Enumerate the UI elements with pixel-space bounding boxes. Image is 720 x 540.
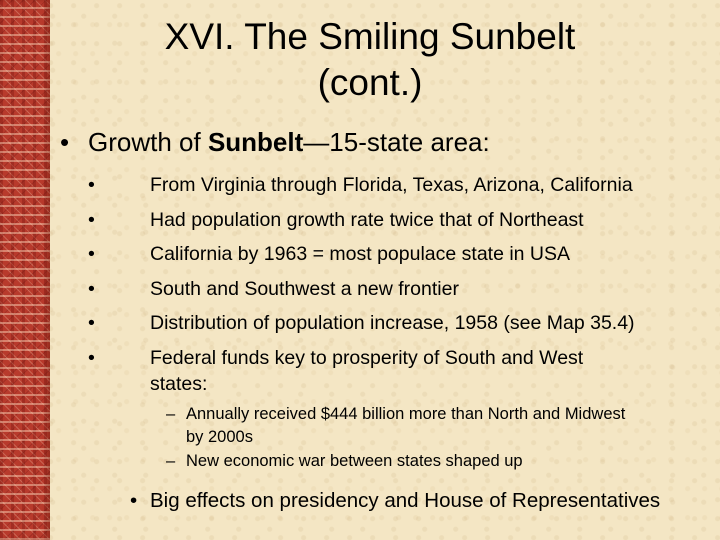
bullet-icon: • [60, 127, 70, 157]
subsub-bullet-text: Annually received $444 billion more than… [186, 405, 626, 423]
main-bullet-prefix: Growth of [88, 127, 208, 157]
main-bullet: • Growth of Sunbelt—15-state area: [60, 125, 710, 159]
dash-icon: – [166, 405, 176, 423]
subsub-bullet-text-continued: by 2000s [186, 428, 253, 446]
sub-bullet-text-continued: states: [150, 373, 208, 395]
bullet-icon: • [88, 346, 95, 369]
sub-bullet-text: Federal funds key to prosperity of South… [150, 346, 584, 369]
list-item: • South and Southwest a new frontier [88, 272, 713, 307]
subsub-bullet-list: – Annually received $444 billion more tha… [166, 403, 696, 474]
list-item: • Federal funds key to prosperity of Sout… [88, 341, 713, 398]
last-bullet-text: Big effects on presidency and House of R… [150, 489, 661, 512]
list-item: • From Virginia through Florida, Texas, A… [88, 168, 713, 203]
list-item: • Distribution of population increase, 19… [88, 306, 713, 341]
sub-bullet-text: South and Southwest a new frontier [150, 277, 459, 300]
list-item: – Annually received $444 billion more tha… [166, 403, 696, 449]
list-item: – New economic war between states shaped … [166, 450, 696, 473]
decorative-border [0, 0, 50, 540]
bullet-icon: • [88, 243, 95, 265]
last-bullet: • Big effects on presidency and House of … [130, 486, 720, 516]
bullet-icon: • [88, 174, 95, 196]
slide-title: XVI. The Smiling Sunbelt (cont.) [60, 14, 680, 106]
dash-icon: – [166, 452, 176, 470]
sub-bullet-text: Had population growth rate twice that of… [150, 208, 584, 231]
main-bullet-suffix: —15-state area: [303, 127, 490, 157]
bullet-icon: • [130, 489, 138, 512]
sub-bullet-text: From Virginia through Florida, Texas, Ar… [150, 174, 633, 196]
bullet-icon: • [88, 312, 95, 334]
subsub-bullet-text: New economic war between states shaped u… [186, 452, 523, 470]
sub-bullet-text: California by 1963 = most populace state… [150, 243, 571, 265]
sub-bullet-list: • From Virginia through Florida, Texas, A… [88, 168, 713, 397]
title-line-2: (cont.) [317, 62, 423, 103]
list-item: • Had population growth rate twice that o… [88, 203, 713, 238]
title-line-1: XVI. The Smiling Sunbelt [164, 16, 576, 57]
main-bullet-bold: Sunbelt [207, 127, 304, 157]
list-item: • California by 1963 = most populace stat… [88, 237, 713, 272]
bullet-icon: • [88, 277, 95, 300]
bullet-icon: • [88, 208, 95, 231]
sub-bullet-text: Distribution of population increase, 195… [150, 312, 635, 334]
